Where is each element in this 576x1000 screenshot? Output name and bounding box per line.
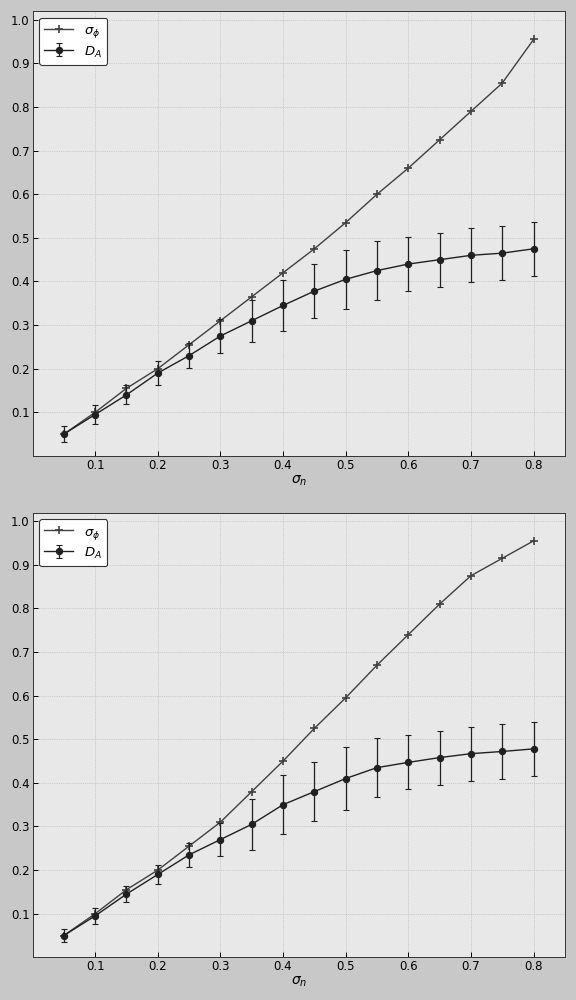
$\sigma_\phi$ [154, 363, 161, 375]
$\sigma_\phi$ [185, 840, 192, 852]
$\sigma_\phi$ [123, 382, 130, 394]
$\sigma_\phi$ [279, 267, 286, 279]
$\sigma_\phi$ [60, 930, 67, 942]
$\sigma_\phi$ [530, 33, 537, 45]
$\sigma_\phi$ [92, 406, 98, 418]
$\sigma_\phi$ [342, 217, 349, 229]
$\sigma_\phi$ [60, 428, 67, 440]
$\sigma_\phi$ [342, 692, 349, 704]
X-axis label: $\sigma_n$: $\sigma_n$ [290, 473, 307, 488]
$\sigma_\phi$ [311, 722, 318, 734]
Line: $\sigma_\phi$: $\sigma_\phi$ [60, 36, 537, 438]
$\sigma_\phi$ [405, 629, 412, 641]
$\sigma_\phi$ [499, 552, 506, 564]
$\sigma_\phi$ [468, 105, 475, 117]
$\sigma_\phi$ [217, 315, 224, 327]
$\sigma_\phi$ [217, 816, 224, 828]
$\sigma_\phi$ [405, 162, 412, 174]
X-axis label: $\sigma_n$: $\sigma_n$ [290, 974, 307, 989]
$\sigma_\phi$ [436, 134, 443, 146]
$\sigma_\phi$ [92, 908, 98, 920]
$\sigma_\phi$ [311, 243, 318, 255]
$\sigma_\phi$ [248, 786, 255, 798]
$\sigma_\phi$ [185, 339, 192, 351]
$\sigma_\phi$ [248, 291, 255, 303]
$\sigma_\phi$ [499, 77, 506, 89]
$\sigma_\phi$ [530, 535, 537, 547]
$\sigma_\phi$ [123, 884, 130, 896]
Legend: $\sigma_\phi$, $D_A$: $\sigma_\phi$, $D_A$ [39, 519, 107, 566]
$\sigma_\phi$ [373, 188, 380, 200]
$\sigma_\phi$ [279, 755, 286, 767]
Legend: $\sigma_\phi$, $D_A$: $\sigma_\phi$, $D_A$ [39, 18, 107, 65]
$\sigma_\phi$ [436, 598, 443, 610]
$\sigma_\phi$ [468, 570, 475, 582]
$\sigma_\phi$ [373, 659, 380, 671]
Line: $\sigma_\phi$: $\sigma_\phi$ [60, 537, 537, 939]
$\sigma_\phi$ [154, 864, 161, 876]
